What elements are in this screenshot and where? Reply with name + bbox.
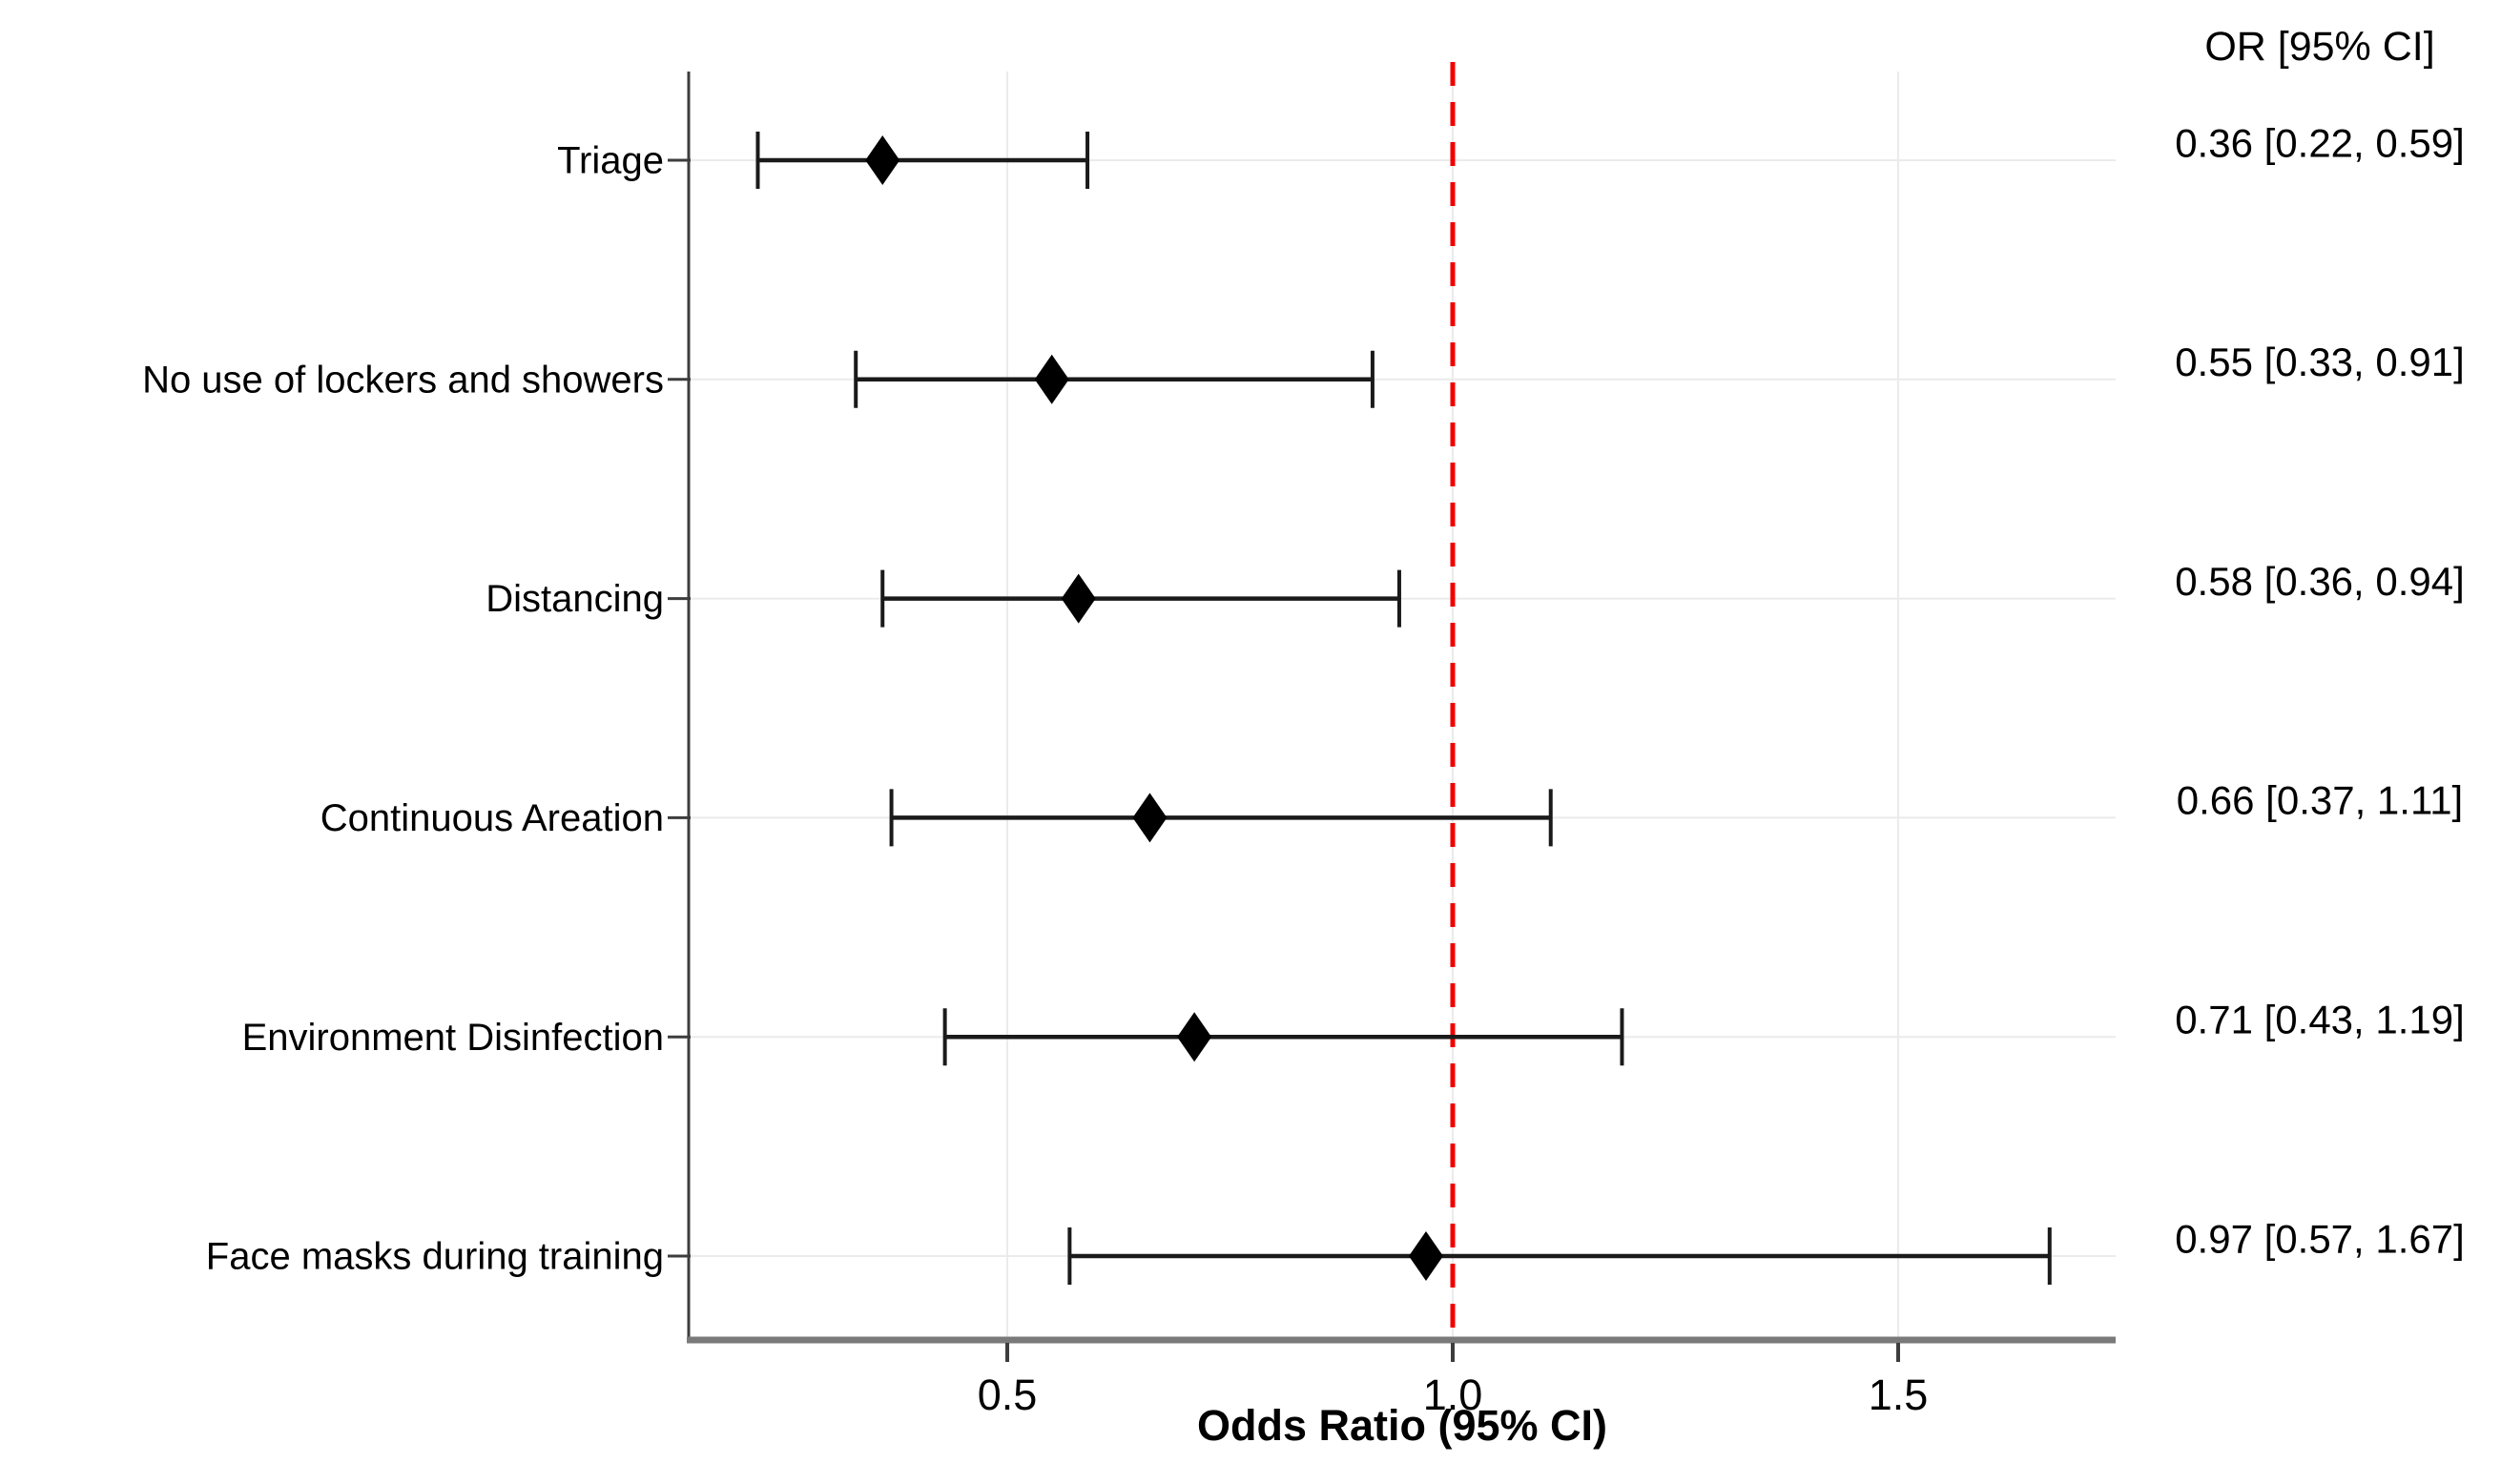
row-label: No use of lockers and showers — [142, 359, 664, 401]
or-point-diamond — [1061, 573, 1096, 624]
or-column-header: OR [95% CI] — [2204, 24, 2434, 70]
or-point-diamond — [1132, 793, 1168, 843]
x-tick-label: 1.5 — [1869, 1371, 1929, 1419]
row-label: Environment Disinfection — [242, 1017, 664, 1059]
row-label: Triage — [557, 140, 664, 182]
x-tick-label: 0.5 — [978, 1371, 1038, 1419]
row-label: Face masks during training — [206, 1236, 664, 1278]
or-point-diamond — [1034, 354, 1069, 404]
row-label: Continuous Areation — [320, 797, 664, 839]
or-value-label: 0.66 [0.37, 1.11] — [2177, 778, 2463, 823]
or-point-diamond — [1177, 1012, 1212, 1062]
or-value-label: 0.36 [0.22, 0.59] — [2175, 120, 2465, 165]
or-value-label: 0.71 [0.43, 1.19] — [2175, 997, 2465, 1041]
or-value-label: 0.58 [0.36, 0.94] — [2175, 559, 2465, 604]
x-axis-title: Odds Ratio (95% CI) — [1197, 1401, 1607, 1450]
x-tick-label: 1.0 — [1423, 1371, 1483, 1419]
or-point-diamond — [865, 135, 900, 185]
or-value-label: 0.55 [0.33, 0.91] — [2175, 340, 2465, 384]
row-label: Distancing — [486, 578, 664, 620]
or-point-diamond — [1408, 1231, 1443, 1281]
or-value-label: 0.97 [0.57, 1.67] — [2175, 1216, 2465, 1261]
